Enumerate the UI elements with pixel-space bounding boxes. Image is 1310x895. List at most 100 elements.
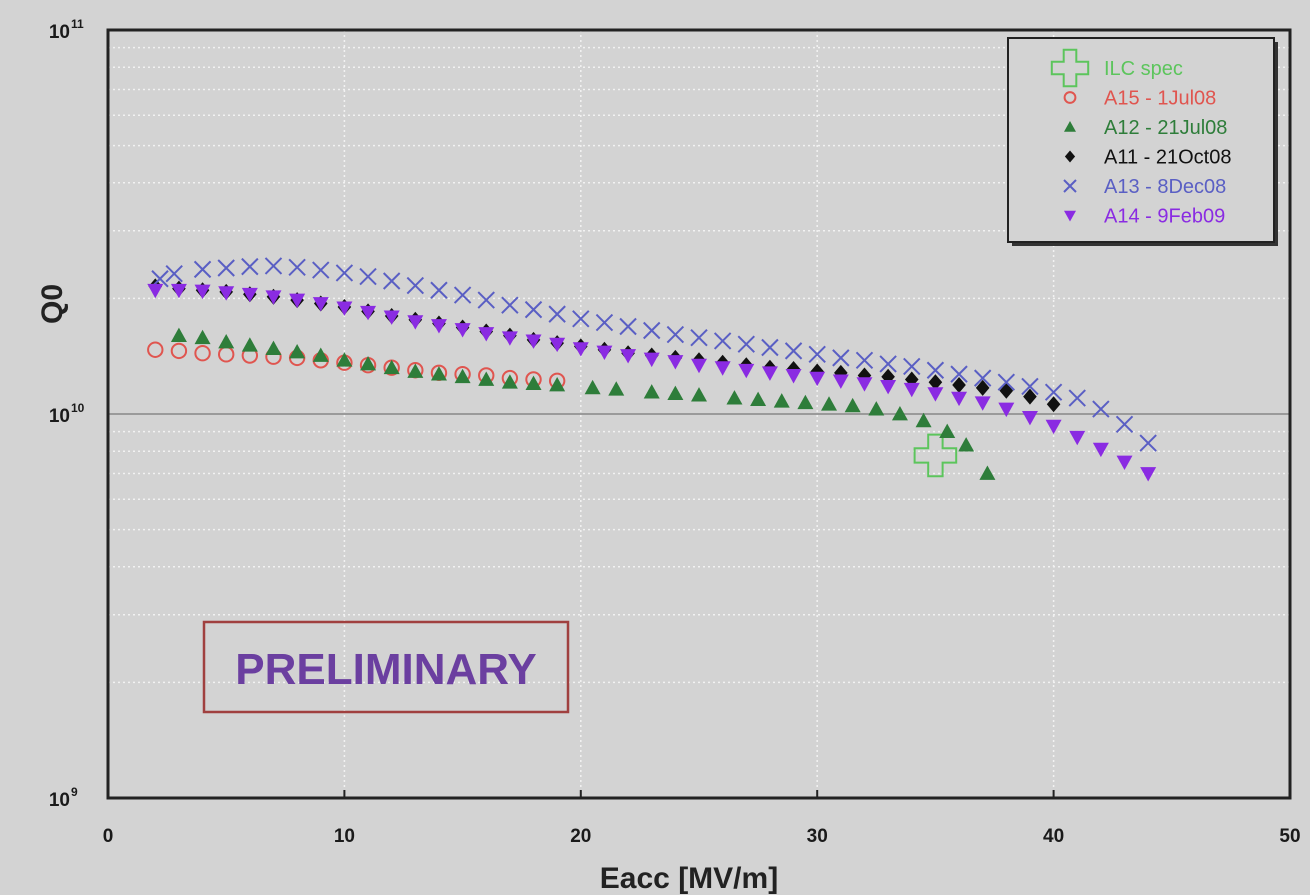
data-point: [147, 341, 164, 358]
data-point: [1140, 467, 1157, 482]
data-point: [737, 335, 755, 353]
data-point: [218, 333, 235, 349]
data-point: [170, 327, 187, 343]
data-point: [998, 402, 1015, 418]
data-point: [1069, 430, 1086, 446]
series-a15-1jul08: [147, 341, 566, 390]
data-point: [868, 401, 885, 416]
data-point: [667, 355, 684, 370]
data-point: [194, 329, 211, 345]
plot-frame: [106, 28, 1292, 800]
data-point: [726, 390, 743, 405]
data-point: [773, 393, 790, 408]
series-a12-21jul08: [170, 327, 996, 480]
data-point: [1021, 377, 1039, 396]
data-point: [288, 258, 306, 277]
data-point: [750, 391, 767, 407]
data-point: [383, 359, 400, 375]
data-point: [926, 361, 945, 379]
data-point: [336, 352, 353, 367]
data-point: [264, 257, 283, 275]
data-point: [975, 379, 990, 396]
legend-label: A12 - 21Jul08: [1104, 117, 1227, 139]
legend-label: A14 - 9Feb09: [1104, 206, 1225, 228]
data-point: [714, 361, 731, 376]
data-point: [761, 366, 778, 381]
data-point: [194, 344, 211, 362]
data-point: [620, 349, 637, 364]
legend: ILC spec A15 - 1Jul08 A12 - 21Jul08 A11 - 2…: [1007, 37, 1278, 246]
data-point: [312, 347, 329, 362]
legend-marker: [1063, 179, 1077, 193]
data-point: [241, 287, 258, 303]
legend-marker: [1064, 121, 1076, 132]
y-tick-exponent: 9: [71, 785, 78, 799]
data-point: [454, 368, 471, 384]
data-point: [194, 284, 211, 300]
data-point: [406, 276, 425, 295]
data-point: [832, 349, 850, 367]
data-point: [904, 371, 919, 388]
series-ilc-spec: [913, 433, 958, 478]
data-point: [643, 384, 660, 399]
data-point: [572, 310, 590, 328]
x-tick-label: 40: [1043, 826, 1064, 847]
data-point: [691, 387, 707, 402]
data-point: [891, 406, 908, 421]
data-point: [525, 375, 542, 390]
data-point: [549, 376, 566, 392]
data-point: [666, 325, 685, 344]
data-point: [549, 337, 566, 353]
data-point: [265, 290, 282, 305]
data-point: [856, 377, 873, 392]
y-tick-label: 10 10: [49, 401, 85, 427]
x-tick-label: 10: [334, 826, 355, 847]
data-point: [903, 357, 921, 376]
data-point: [595, 313, 614, 332]
stamp-label: PRELIMINARY: [235, 645, 537, 694]
x-tick-label: 20: [570, 826, 591, 847]
data-point: [797, 394, 814, 410]
x-axis-title: Eacc [MV/m]: [600, 862, 778, 895]
y-tick-base: 10: [49, 790, 70, 811]
data-point: [584, 379, 601, 395]
y-axis-title: Q0: [36, 284, 69, 324]
data-point: [808, 345, 826, 364]
data-point: [1116, 455, 1133, 470]
data-point: [950, 365, 968, 383]
data-point: [407, 315, 424, 330]
data-point: [336, 301, 353, 316]
legend-marker: [1064, 150, 1076, 163]
data-point: [855, 351, 874, 369]
preliminary-stamp: PRELIMINARY: [202, 620, 570, 714]
data-point: [312, 297, 329, 312]
data-point: [312, 261, 330, 279]
data-point: [430, 281, 448, 299]
series-a13-8dec08: [151, 257, 1157, 452]
data-point: [844, 397, 861, 413]
data-point: [913, 433, 958, 478]
data-point: [453, 286, 472, 304]
data-point: [193, 260, 212, 279]
y-tick-base: 10: [49, 406, 70, 427]
data-point: [477, 291, 495, 309]
data-point: [170, 342, 188, 360]
legend-marker: [1064, 210, 1076, 222]
data-point: [974, 396, 991, 411]
legend-label: ILC spec: [1104, 58, 1183, 80]
data-point: [430, 319, 447, 334]
series-a14-9feb09: [147, 283, 1157, 482]
data-point: [1092, 442, 1109, 458]
data-point: [643, 352, 660, 368]
data-point: [979, 465, 996, 480]
data-point: [478, 371, 495, 386]
x-tick-label: 0: [103, 826, 114, 847]
data-point: [217, 259, 235, 277]
data-point: [643, 321, 661, 340]
data-point: [548, 305, 566, 323]
data-point: [525, 334, 542, 349]
data-point: [1092, 400, 1110, 418]
data-point: [501, 331, 518, 346]
data-point: [1021, 410, 1038, 426]
